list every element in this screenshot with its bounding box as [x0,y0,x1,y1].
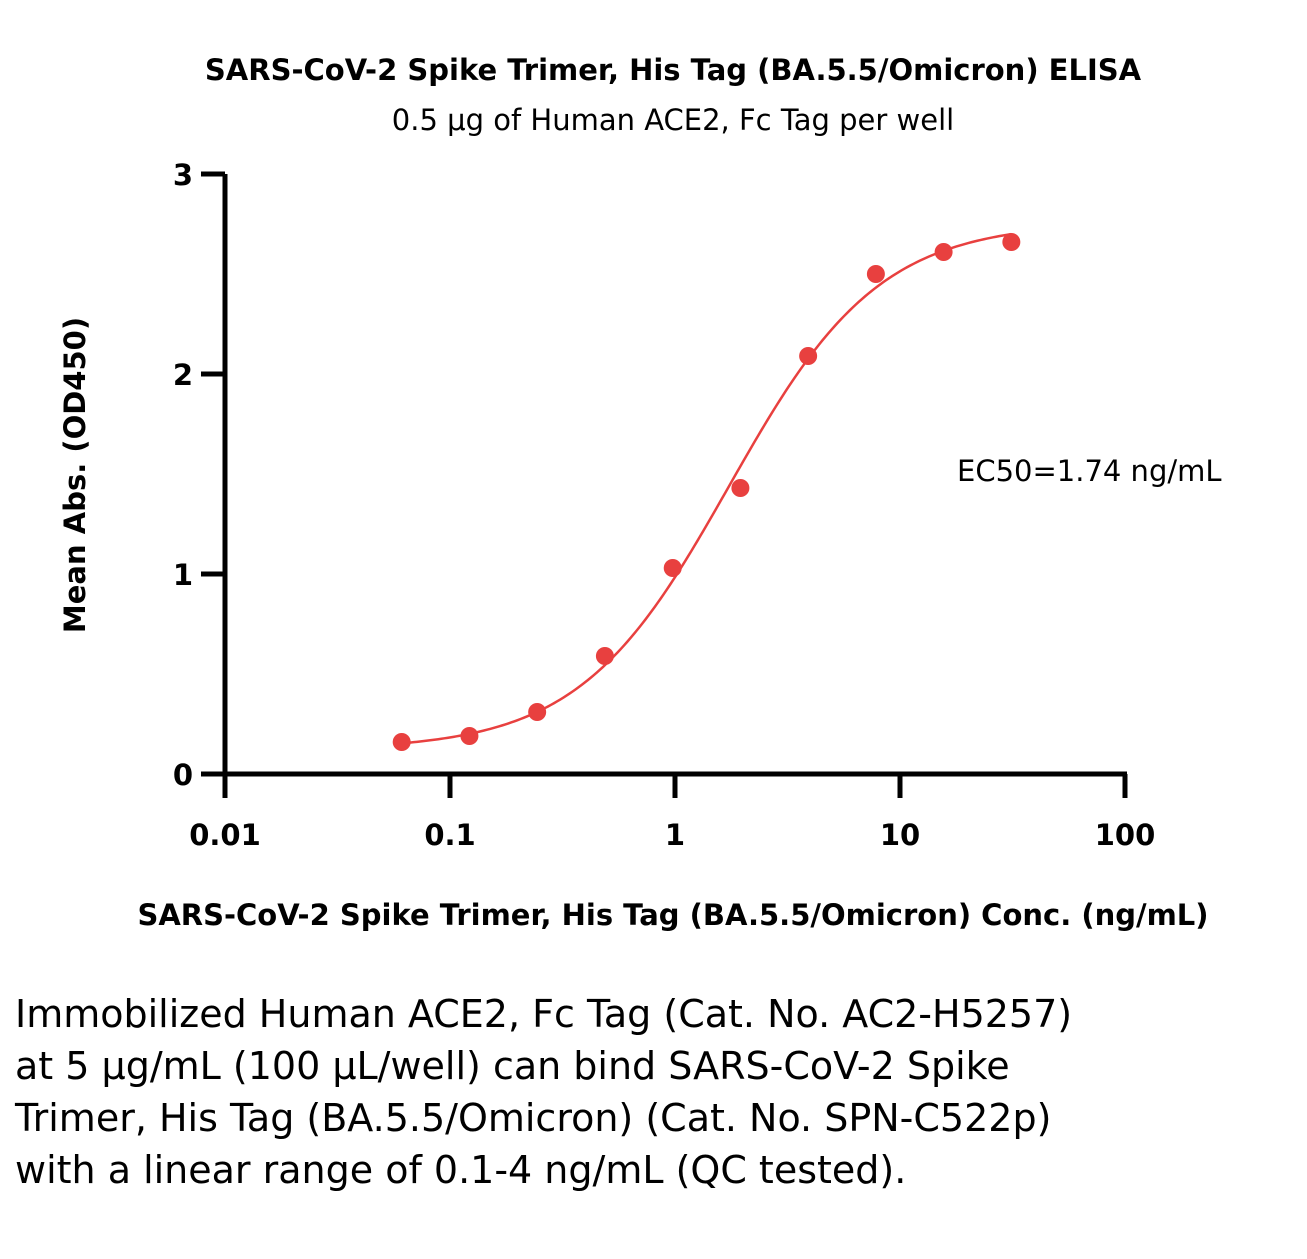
data-point [528,703,547,721]
data-point [731,479,750,497]
fit-curve [401,232,1012,745]
data-points [392,233,1021,751]
data-point [866,265,885,283]
fit-curve-layer [401,232,1012,745]
chart-title: SARS-CoV-2 Spike Trimer, His Tag (BA.5.5… [205,53,1142,87]
data-point [595,647,614,665]
y-tick-label: 2 [173,358,193,392]
chart-subtitle: 0.5 μg of Human ACE2, Fc Tag per well [392,103,954,137]
x-tick-label: 0.01 [189,818,261,852]
data-point [1002,233,1021,251]
data-point [663,559,682,577]
figure-caption: Immobilized Human ACE2, Fc Tag (Cat. No.… [15,992,1073,1192]
y-tick-label: 1 [173,558,193,592]
data-point [934,243,953,261]
y-tick-label: 0 [173,758,193,792]
axes: 0 1 2 3 0.01 0.1 1 10 100 [173,158,1155,852]
data-point [799,347,818,365]
elisa-chart: SARS-CoV-2 Spike Trimer, His Tag (BA.5.5… [58,53,1222,932]
x-tick-label: 100 [1095,818,1156,852]
x-tick-label: 10 [880,818,920,852]
x-tick-label: 1 [665,818,685,852]
y-tick-label: 3 [173,158,193,192]
x-axis-label: SARS-CoV-2 Spike Trimer, His Tag (BA.5.5… [137,898,1208,932]
data-point [460,727,479,745]
y-axis-label: Mean Abs. (OD450) [58,317,92,633]
x-tick-label: 0.1 [424,818,475,852]
data-point [392,733,411,751]
ec50-annotation: EC50=1.74 ng/mL [957,454,1222,488]
